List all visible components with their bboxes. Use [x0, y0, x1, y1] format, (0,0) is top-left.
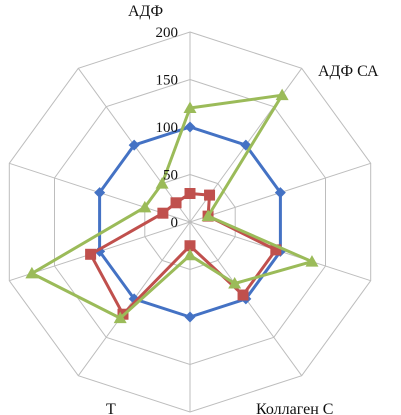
data-point: [274, 187, 286, 199]
data-point: [170, 197, 182, 209]
data-point: [184, 311, 196, 323]
data-point: [184, 240, 196, 252]
data-point: [183, 101, 197, 113]
data-point: [184, 121, 196, 133]
data-point: [157, 207, 169, 219]
tick-label: 200: [156, 25, 179, 41]
series-1: [85, 188, 282, 320]
data-point: [228, 276, 242, 289]
tick-label: 150: [156, 73, 179, 89]
data-point: [85, 248, 97, 260]
tick-label: 0: [171, 215, 179, 231]
data-point: [204, 189, 216, 201]
tick-label: 100: [156, 120, 179, 136]
radar-series: [25, 88, 319, 324]
data-point: [128, 139, 140, 151]
axis-label: АДФ: [128, 3, 163, 20]
data-point: [113, 311, 127, 324]
data-point: [138, 200, 152, 213]
radar-axis-labels: АДФ АДФ СА Коллаген С Т: [106, 3, 379, 415]
data-point: [305, 255, 319, 267]
radar-grid: [8, 31, 372, 413]
data-point: [94, 187, 106, 199]
data-point: [155, 177, 169, 189]
data-point: [275, 88, 289, 101]
axis-label: Т: [106, 401, 116, 415]
radar-tick-labels: 0 50 100 150 200: [156, 25, 179, 231]
data-point: [183, 248, 197, 261]
axis-label: Коллаген С: [256, 401, 333, 415]
data-point: [201, 209, 215, 222]
data-point: [237, 289, 249, 301]
axis-label: АДФ СА: [318, 63, 379, 80]
series-2: [25, 88, 319, 324]
data-point: [25, 266, 39, 279]
data-point: [184, 188, 196, 199]
data-point: [270, 244, 282, 256]
series-0: [94, 121, 286, 323]
tick-label: 50: [163, 168, 178, 184]
